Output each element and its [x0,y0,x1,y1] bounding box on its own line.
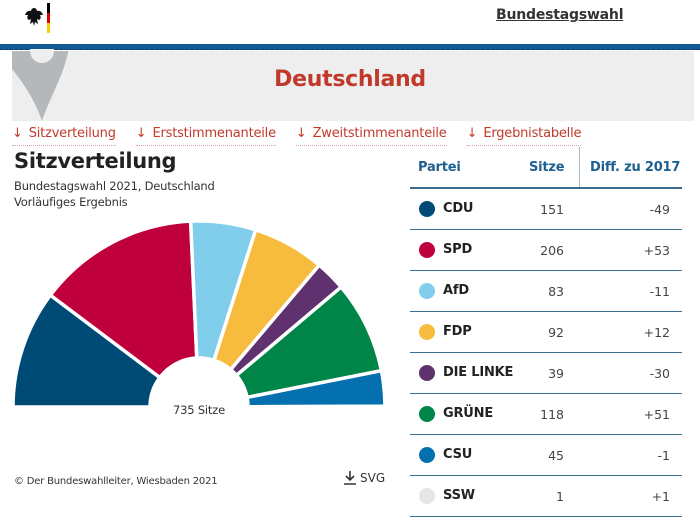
arrow-down-icon: ↓ [295,126,307,141]
party-color-dot [419,201,435,217]
region-banner [12,51,694,121]
party-name: AfD [443,283,469,298]
table-row: CDU 151 -49 [410,189,682,230]
anchor-sitzverteilung[interactable]: ↓ Sitzverteilung [12,126,116,146]
table-header: Partei Sitze Diff. zu 2017 [410,147,682,189]
chart-subtitle-line1: Bundestagswahl 2021, Deutschland [14,179,215,193]
party-name: CSU [443,447,473,462]
party-color-dot [419,365,435,381]
party-name: SSW [443,488,475,503]
party-diff: +51 [643,407,670,422]
header-seats[interactable]: Sitze [529,160,565,175]
arrow-down-icon: ↓ [12,126,23,141]
party-seats: 83 [548,284,564,299]
german-flag-stripe [47,3,50,33]
seat-segment-cdu[interactable] [11,292,163,409]
results-table: Partei Sitze Diff. zu 2017 CDU 151 -49 SPD 2… [410,147,682,517]
download-svg-button[interactable]: SVG [343,470,385,485]
seat-segment-spd[interactable] [47,219,199,380]
copyright-note: © Der Bundeswahlleiter, Wiesbaden 2021 [14,476,218,487]
table-row: SPD 206 +53 [410,230,682,271]
download-icon [344,471,356,485]
table-row: DIE LINKE 39 -30 [410,353,682,394]
federal-eagle-icon [25,8,43,26]
party-color-dot [419,406,435,422]
party-name: FDP [443,324,472,339]
header-separator [579,147,580,187]
party-diff: -11 [649,284,670,299]
header-divider [0,44,700,50]
party-name: DIE LINKE [443,365,514,380]
party-seats: 45 [548,448,564,463]
anchor-erststimmenanteile[interactable]: ↓ Erststimmenanteile [135,126,276,146]
party-color-dot [419,447,435,463]
party-color-dot [419,324,435,340]
party-diff: +53 [643,243,670,258]
party-name: SPD [443,242,473,257]
party-seats: 118 [540,407,564,422]
chart-subtitle: Bundestagswahl 2021, Deutschland Vorläuf… [14,178,215,210]
party-name: GRÜNE [443,406,493,421]
map-pin-icon [12,49,68,121]
party-seats: 1 [556,489,564,504]
total-seats-label: 735 Sitze [173,403,225,417]
table-row: FDP 92 +12 [410,312,682,353]
party-seats: 151 [540,202,564,217]
party-diff: -30 [649,366,670,381]
party-color-dot [419,283,435,299]
table-row: AfD 83 -11 [410,271,682,312]
chart-title: Sitzverteilung [14,149,177,173]
party-seats: 206 [540,243,564,258]
header-party[interactable]: Partei [418,160,461,175]
party-color-dot [419,242,435,258]
party-name: CDU [443,201,474,216]
party-seats: 92 [548,325,564,340]
arrow-down-icon: ↓ [466,126,478,141]
anchor-zweitstimmenanteile[interactable]: ↓ Zweitstimmenanteile [295,126,447,146]
chart-subtitle-line2: Vorläufiges Ergebnis [14,195,128,209]
party-diff: +12 [643,325,670,340]
seat-segment-ssw[interactable] [246,404,387,409]
bundestagswahl-link[interactable]: Bundestagswahl [496,7,624,23]
party-diff: +1 [651,489,670,504]
table-row: GRÜNE 118 +51 [410,394,682,435]
party-color-dot [419,488,435,504]
arrow-down-icon: ↓ [135,126,147,141]
top-bar: Bundestagswahl [0,0,700,44]
anchor-ergebnistabelle[interactable]: ↓ Ergebnistabelle [466,126,582,146]
seat-distribution-chart [11,219,387,409]
party-diff: -49 [649,202,670,217]
party-diff: -1 [657,448,670,463]
region-title: Deutschland [274,67,426,92]
table-row: SSW 1 +1 [410,476,682,517]
header-diff[interactable]: Diff. zu 2017 [590,160,681,175]
table-row: CSU 45 -1 [410,435,682,476]
party-seats: 39 [548,366,564,381]
section-anchor-nav: ↓ Sitzverteilung ↓ Erststimmenanteile ↓ Zwe… [12,126,601,146]
